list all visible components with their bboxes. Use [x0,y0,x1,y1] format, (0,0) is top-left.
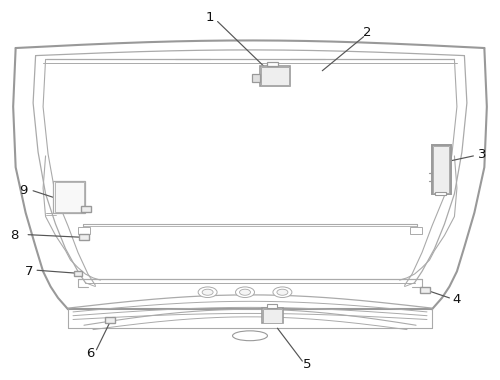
Ellipse shape [232,331,268,341]
Text: 1: 1 [206,11,214,24]
Text: 5: 5 [303,358,312,371]
Ellipse shape [240,289,250,295]
Bar [54,182,84,212]
Bar [260,66,290,86]
Bar [78,227,90,234]
Bar [434,146,450,193]
Ellipse shape [236,287,255,298]
Ellipse shape [273,287,292,298]
Bar [74,271,82,276]
Ellipse shape [198,287,217,298]
Bar [80,234,90,240]
Text: 2: 2 [363,26,372,40]
Bar [262,308,283,323]
Text: 6: 6 [86,347,94,360]
Text: 8: 8 [10,229,19,242]
Text: 4: 4 [452,293,461,306]
Bar [252,74,260,82]
Bar [420,287,430,293]
Text: 9: 9 [19,184,28,196]
Bar [106,317,116,323]
Bar [82,206,92,212]
Bar [436,192,446,195]
Ellipse shape [202,289,213,295]
Ellipse shape [277,289,288,295]
Text: 3: 3 [478,147,486,160]
Bar [268,304,278,308]
Text: 7: 7 [26,265,34,278]
Bar [261,67,289,85]
Bar [410,227,422,234]
Bar [264,309,282,323]
Bar [53,180,86,213]
Bar [432,144,451,194]
Bar [268,62,278,66]
